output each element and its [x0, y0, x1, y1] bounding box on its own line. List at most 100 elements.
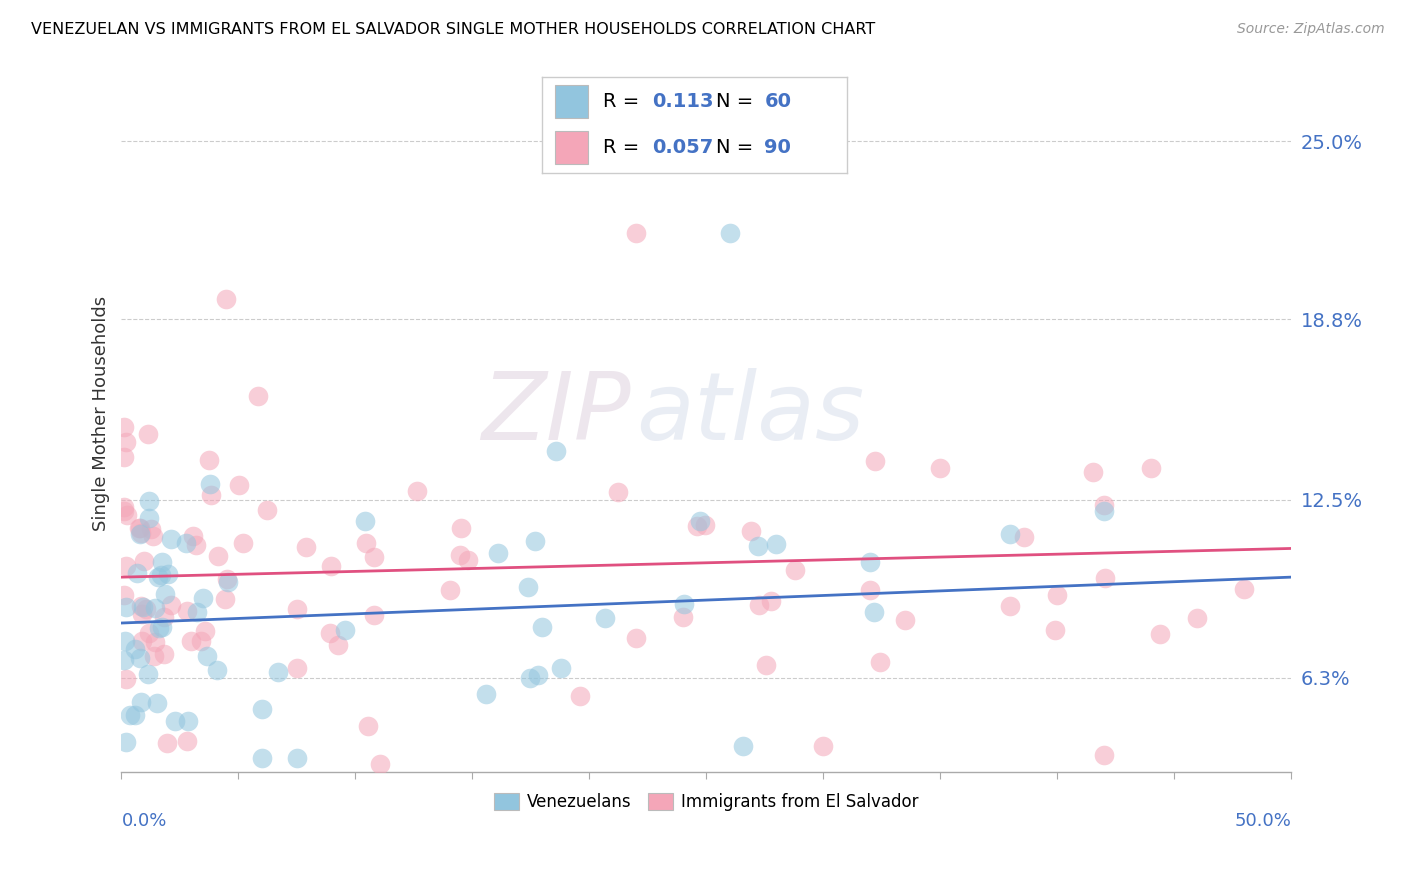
- Point: [863, 605, 886, 619]
- Point: [194, 624, 217, 638]
- Point: [811, 739, 834, 754]
- Point: [134, 553, 156, 567]
- Point: [356, 719, 378, 733]
- Point: [205, 663, 228, 677]
- Point: [131, 633, 153, 648]
- Point: [150, 620, 173, 634]
- Point: [246, 389, 269, 403]
- Point: [785, 563, 807, 577]
- Point: [112, 504, 135, 518]
- Point: [131, 526, 153, 541]
- Point: [191, 591, 214, 606]
- Point: [112, 419, 135, 434]
- Point: [186, 605, 208, 619]
- Point: [128, 526, 150, 541]
- Point: [215, 292, 238, 306]
- Point: [486, 546, 509, 560]
- Point: [112, 588, 135, 602]
- Point: [115, 672, 138, 686]
- Point: [733, 739, 755, 753]
- Point: [200, 488, 222, 502]
- Point: [183, 529, 205, 543]
- Point: [156, 736, 179, 750]
- Point: [1012, 530, 1035, 544]
- Point: [138, 426, 160, 441]
- Point: [319, 559, 342, 574]
- Point: [115, 600, 138, 615]
- Point: [517, 580, 540, 594]
- Point: [129, 521, 152, 535]
- Point: [893, 613, 915, 627]
- Point: [198, 453, 221, 467]
- Point: [118, 707, 141, 722]
- Point: [606, 485, 628, 500]
- Point: [354, 536, 377, 550]
- Point: [148, 569, 170, 583]
- Point: [177, 714, 200, 728]
- Point: [128, 521, 150, 535]
- Point: [439, 583, 461, 598]
- Point: [333, 624, 356, 638]
- Point: [142, 529, 165, 543]
- Point: [1092, 504, 1115, 518]
- Point: [129, 599, 152, 614]
- Point: [1233, 582, 1256, 596]
- Point: [1092, 747, 1115, 762]
- Point: [718, 226, 741, 240]
- Point: [250, 751, 273, 765]
- Text: 0.0%: 0.0%: [121, 812, 167, 830]
- Point: [214, 592, 236, 607]
- Point: [131, 607, 153, 621]
- Point: [267, 665, 290, 680]
- Point: [228, 478, 250, 492]
- Point: [319, 626, 342, 640]
- Point: [450, 521, 472, 535]
- Point: [145, 696, 167, 710]
- Point: [449, 549, 471, 563]
- Point: [370, 756, 392, 771]
- Point: [354, 514, 377, 528]
- Y-axis label: Single Mother Households: Single Mother Households: [93, 296, 110, 532]
- Point: [550, 661, 572, 675]
- Point: [624, 226, 647, 240]
- Point: [256, 503, 278, 517]
- Point: [1046, 588, 1069, 602]
- Point: [160, 598, 183, 612]
- Point: [475, 687, 498, 701]
- Text: Source: ZipAtlas.com: Source: ZipAtlas.com: [1237, 22, 1385, 37]
- Point: [138, 494, 160, 508]
- Point: [672, 610, 695, 624]
- Point: [568, 689, 591, 703]
- Point: [217, 575, 239, 590]
- Point: [143, 648, 166, 663]
- Point: [156, 567, 179, 582]
- Point: [148, 622, 170, 636]
- Point: [153, 610, 176, 624]
- Point: [176, 733, 198, 747]
- Point: [160, 533, 183, 547]
- Point: [149, 567, 172, 582]
- Point: [115, 508, 138, 522]
- Point: [143, 635, 166, 649]
- Point: [929, 460, 952, 475]
- Point: [285, 602, 308, 616]
- Point: [141, 522, 163, 536]
- Point: [1000, 599, 1022, 614]
- Point: [198, 476, 221, 491]
- Point: [328, 639, 350, 653]
- Point: [1000, 526, 1022, 541]
- Point: [207, 549, 229, 564]
- Point: [138, 511, 160, 525]
- Point: [457, 553, 479, 567]
- Text: VENEZUELAN VS IMMIGRANTS FROM EL SALVADOR SINGLE MOTHER HOUSEHOLDS CORRELATION C: VENEZUELAN VS IMMIGRANTS FROM EL SALVADO…: [31, 22, 875, 37]
- Point: [115, 559, 138, 574]
- Point: [150, 555, 173, 569]
- Point: [672, 597, 695, 611]
- Point: [112, 652, 135, 666]
- Point: [526, 668, 548, 682]
- Point: [124, 707, 146, 722]
- Point: [695, 517, 717, 532]
- Point: [153, 587, 176, 601]
- Point: [186, 538, 208, 552]
- Point: [519, 671, 541, 685]
